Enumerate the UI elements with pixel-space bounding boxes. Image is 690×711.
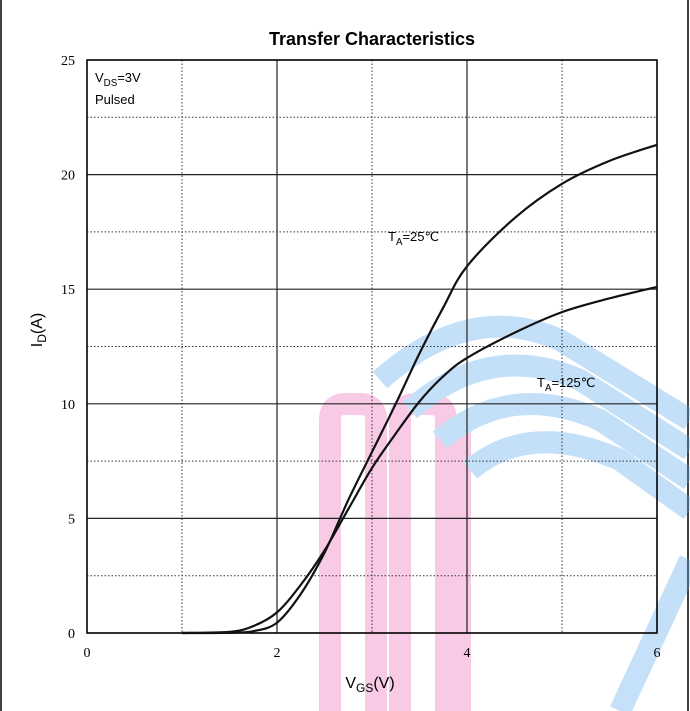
x-tick-label: 6 — [654, 646, 661, 661]
annotation: Pulsed — [95, 92, 135, 107]
chart: Transfer Characteristics 0 5 10 15 20 25 0 2 4 6 T… — [0, 0, 690, 711]
x-tick-label: 4 — [464, 646, 471, 661]
x-tick-label: 2 — [274, 646, 281, 661]
x-axis-label-main: V — [345, 675, 356, 692]
series-label-main: T — [388, 229, 396, 244]
y-tick-label: 5 — [68, 512, 75, 527]
annotation-sub: DS — [104, 78, 118, 89]
y-tick-label: 25 — [61, 54, 75, 69]
y-tick-label: 15 — [61, 283, 75, 298]
y-axis-label-rest: (A) — [29, 313, 46, 334]
chart-title: Transfer Characteristics — [269, 29, 475, 49]
annotation-rest: =3V — [117, 70, 141, 85]
x-axis-label-rest: (V) — [373, 675, 394, 692]
series-label-rest: =125℃ — [551, 375, 595, 390]
annotation-main: V — [95, 70, 104, 85]
x-axis-label-sub: GS — [356, 681, 373, 695]
x-tick-label: 0 — [84, 646, 91, 661]
y-tick-label: 0 — [68, 627, 75, 642]
series-label: TA=25℃ — [388, 229, 439, 248]
y-axis-label: ID(A) — [29, 313, 49, 347]
series-label-main: T — [537, 375, 545, 390]
y-tick-label: 20 — [61, 169, 75, 184]
y-axis-label-sub: D — [35, 334, 49, 343]
y-tick-label: 10 — [61, 398, 75, 413]
annotation-main: Pulsed — [95, 92, 135, 107]
annotation: VDS=3V — [95, 70, 141, 89]
series-label-rest: =25℃ — [402, 229, 439, 244]
